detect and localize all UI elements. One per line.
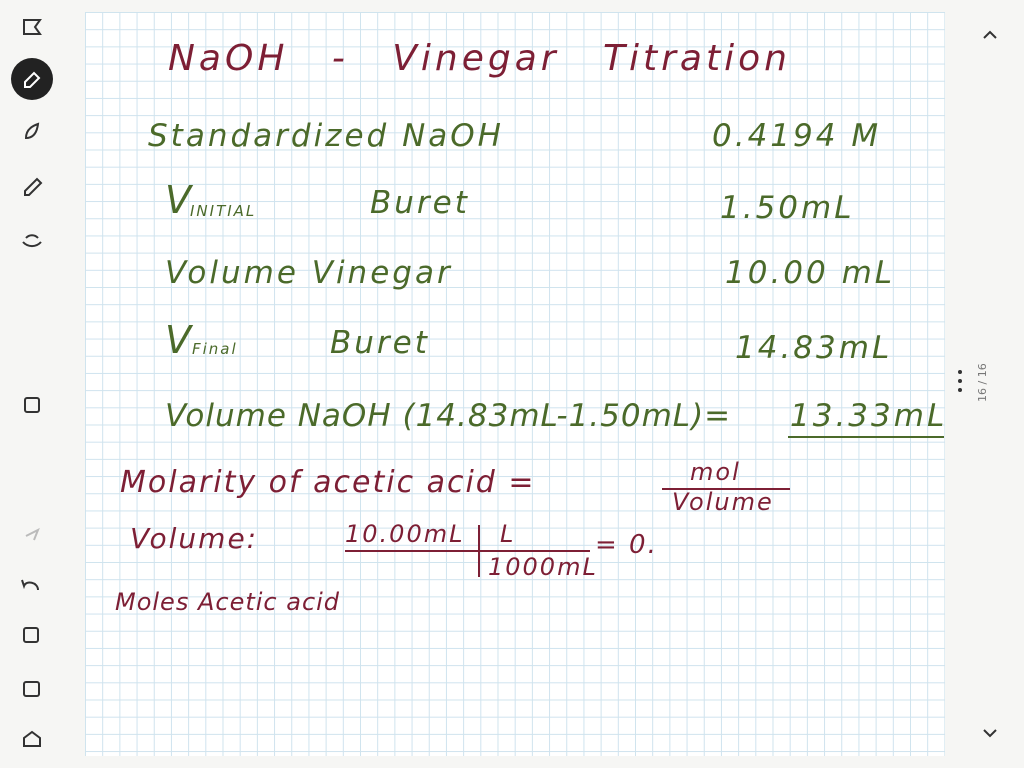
eraser-tool[interactable] [11,58,53,100]
row-value: 10.00 mL [725,255,896,291]
row-subscript: INITIAL [190,202,257,220]
row-value: 13.33mL [790,398,948,434]
underline [788,436,944,438]
moles-label: Moles Acetic acid [115,588,341,616]
page-nav: 16 / 16 [958,30,997,738]
bookmark-icon[interactable] [23,19,42,35]
note-title: NaOH - Vinegar Titration [168,38,791,79]
highlighter-icon[interactable] [24,122,40,140]
fraction-numerator: L [500,520,516,548]
row-label-tail: Buret [370,185,470,221]
redo-icon[interactable] [25,527,40,541]
page-up[interactable] [983,30,997,39]
fraction-denominator: Volume [672,488,774,516]
image-icon[interactable] [23,681,40,697]
fraction-bar [662,488,790,490]
result: = 0. [595,530,658,560]
row-label: V [165,318,194,362]
row-value: 0.4194 M [712,118,882,154]
menu-dot[interactable] [958,388,962,392]
lasso-icon[interactable] [22,234,42,248]
menu-dot[interactable] [958,379,962,383]
row-label: V [165,178,194,222]
row-label: Volume NaOH (14.83mL-1.50mL)= [165,398,732,434]
shape-icon[interactable] [24,397,40,413]
toolbar [11,19,53,747]
menu-dot[interactable] [958,370,962,374]
row-subscript: Final [192,340,238,358]
page-indicator: 16 / 16 [976,363,989,402]
row-label-tail: Buret [330,325,430,361]
row-label: Volume Vinegar [165,255,453,291]
volume-label: Volume: [130,522,259,555]
pen-icon[interactable] [24,177,43,196]
undo-icon[interactable] [21,579,39,591]
note-page [85,12,945,756]
fraction-numerator: mol [690,458,741,486]
home-icon[interactable] [23,730,41,747]
fraction-bar [345,550,590,552]
fraction-denominator: 1000mL [488,553,598,581]
molarity-label: Molarity of acetic acid = [120,465,536,500]
eraser-icon [24,71,41,88]
fraction-numerator: 10.00mL [345,520,465,548]
row-value: 14.83mL [735,330,893,366]
row-value: 1.50mL [720,190,855,226]
unit-divider [478,525,480,577]
page-down[interactable] [983,729,997,738]
row-label: Standardized NaOH [148,118,504,154]
export-icon[interactable] [23,627,39,643]
